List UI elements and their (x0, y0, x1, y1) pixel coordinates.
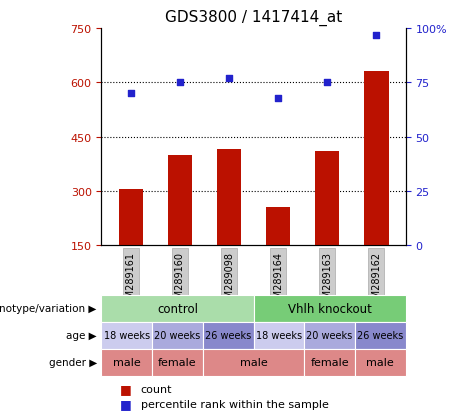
Title: GDS3800 / 1417414_at: GDS3800 / 1417414_at (165, 10, 342, 26)
Text: Vhlh knockout: Vhlh knockout (288, 302, 372, 315)
Text: 26 weeks: 26 weeks (357, 330, 403, 341)
Bar (266, 208, 290, 246)
Text: control: control (157, 302, 198, 315)
Point (225, 76, 233, 82)
Text: female: female (158, 357, 197, 368)
Bar (168, 155, 192, 246)
Text: count: count (141, 384, 172, 394)
Text: male: male (366, 357, 394, 368)
Bar (364, 72, 389, 246)
Point (274, 95, 282, 102)
Bar (217, 150, 241, 246)
Point (127, 90, 135, 97)
Text: 18 weeks: 18 weeks (104, 330, 150, 341)
Point (372, 32, 380, 39)
Text: male: male (113, 357, 141, 368)
Text: gender ▶: gender ▶ (48, 357, 97, 368)
Point (324, 80, 331, 86)
Text: ■: ■ (120, 397, 131, 410)
Text: ■: ■ (120, 382, 131, 395)
Text: age ▶: age ▶ (66, 330, 97, 341)
Text: male: male (240, 357, 267, 368)
Text: 20 weeks: 20 weeks (154, 330, 201, 341)
Text: 18 weeks: 18 weeks (256, 330, 302, 341)
Bar (315, 152, 339, 246)
Text: female: female (310, 357, 349, 368)
Text: 20 weeks: 20 weeks (307, 330, 353, 341)
Text: percentile rank within the sample: percentile rank within the sample (141, 399, 329, 409)
Text: 26 weeks: 26 weeks (205, 330, 251, 341)
Point (176, 80, 183, 86)
Bar (118, 190, 143, 246)
Text: genotype/variation ▶: genotype/variation ▶ (0, 304, 97, 314)
